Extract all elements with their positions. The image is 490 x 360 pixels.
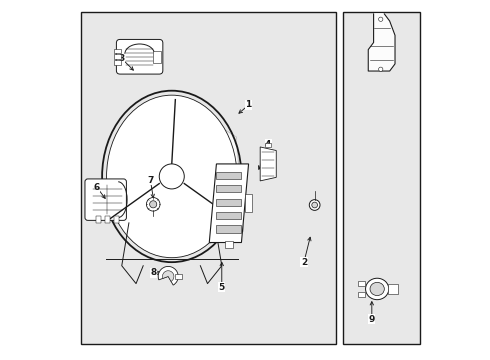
- Ellipse shape: [149, 201, 157, 208]
- Bar: [114, 54, 121, 59]
- FancyBboxPatch shape: [117, 40, 163, 74]
- Ellipse shape: [379, 17, 383, 21]
- Text: 6: 6: [94, 183, 100, 192]
- Bar: [114, 216, 119, 223]
- Bar: [216, 199, 242, 206]
- Bar: [104, 216, 110, 223]
- Bar: [216, 212, 242, 219]
- Ellipse shape: [309, 200, 320, 210]
- Text: 8: 8: [151, 268, 157, 277]
- Bar: [96, 216, 101, 223]
- Ellipse shape: [159, 164, 184, 189]
- Ellipse shape: [107, 95, 237, 258]
- Ellipse shape: [366, 278, 389, 300]
- Bar: [358, 292, 366, 297]
- Bar: [216, 185, 242, 192]
- FancyBboxPatch shape: [343, 12, 420, 344]
- Polygon shape: [368, 14, 395, 71]
- Wedge shape: [158, 266, 178, 285]
- Ellipse shape: [379, 67, 383, 71]
- Text: 2: 2: [301, 258, 307, 267]
- Text: 1: 1: [245, 100, 252, 109]
- Ellipse shape: [370, 282, 384, 296]
- Text: 5: 5: [219, 283, 225, 292]
- Bar: [388, 284, 398, 294]
- Polygon shape: [209, 164, 248, 243]
- Bar: [358, 281, 366, 286]
- Bar: [114, 49, 121, 53]
- Text: 7: 7: [147, 176, 153, 185]
- FancyBboxPatch shape: [85, 179, 126, 220]
- Polygon shape: [179, 102, 243, 251]
- Bar: [114, 60, 121, 65]
- Text: 4: 4: [265, 140, 271, 149]
- Bar: [245, 194, 252, 212]
- Text: 9: 9: [368, 315, 375, 324]
- Bar: [216, 172, 242, 179]
- Polygon shape: [260, 147, 276, 181]
- FancyBboxPatch shape: [81, 12, 336, 344]
- Ellipse shape: [147, 198, 160, 211]
- Ellipse shape: [312, 202, 318, 208]
- Bar: [175, 274, 182, 279]
- Bar: [266, 143, 271, 147]
- Bar: [224, 241, 233, 248]
- Wedge shape: [163, 271, 174, 282]
- Text: 3: 3: [119, 54, 125, 63]
- Bar: [153, 51, 161, 63]
- Bar: [216, 225, 242, 233]
